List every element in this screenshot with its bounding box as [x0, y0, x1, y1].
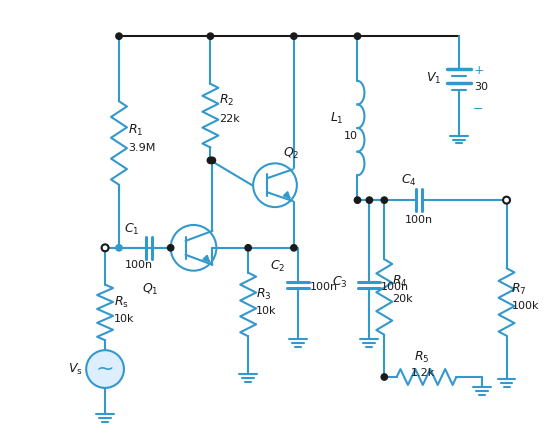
Text: $-$: $-$	[472, 102, 483, 115]
Text: $R_4$: $R_4$	[392, 274, 408, 289]
Text: 100n: 100n	[125, 260, 153, 270]
Text: $C_1$: $C_1$	[124, 222, 139, 238]
Text: 100n: 100n	[310, 282, 338, 292]
Text: $R_5$: $R_5$	[414, 349, 430, 365]
Text: $R_2$: $R_2$	[219, 93, 235, 108]
Circle shape	[207, 157, 213, 164]
Text: 20k: 20k	[392, 293, 413, 304]
Text: $Q_1$: $Q_1$	[142, 282, 158, 297]
Text: $L_1$: $L_1$	[329, 111, 343, 126]
Text: ~: ~	[96, 359, 114, 379]
Circle shape	[381, 197, 388, 203]
Circle shape	[291, 245, 297, 251]
Text: $Q_2$: $Q_2$	[283, 146, 299, 161]
Text: $V_1$: $V_1$	[426, 71, 441, 86]
Circle shape	[86, 350, 124, 388]
Text: $R_7$: $R_7$	[512, 282, 527, 297]
Text: +: +	[474, 64, 485, 77]
Text: $R_{\rm s}$: $R_{\rm s}$	[114, 295, 129, 310]
Text: $V_{\rm s}$: $V_{\rm s}$	[68, 362, 83, 377]
Text: $C_4$: $C_4$	[401, 173, 417, 188]
Circle shape	[291, 33, 297, 39]
Text: 22k: 22k	[219, 114, 240, 124]
Text: $R_1$: $R_1$	[128, 123, 144, 138]
Text: 1.2k: 1.2k	[411, 368, 436, 378]
Text: 100n: 100n	[381, 282, 409, 292]
Circle shape	[207, 33, 213, 39]
Circle shape	[116, 245, 122, 251]
Circle shape	[245, 245, 251, 251]
Circle shape	[354, 197, 361, 203]
Circle shape	[116, 33, 122, 39]
Text: 100k: 100k	[512, 301, 539, 312]
Text: 10: 10	[344, 131, 358, 140]
Circle shape	[366, 197, 372, 203]
Circle shape	[381, 374, 388, 380]
Text: 10k: 10k	[256, 306, 277, 316]
Text: $C_2$: $C_2$	[270, 259, 285, 274]
Text: $C_3$: $C_3$	[332, 275, 347, 290]
Text: $R_3$: $R_3$	[256, 287, 272, 302]
Text: 30: 30	[474, 82, 488, 92]
Text: 3.9M: 3.9M	[128, 143, 155, 154]
Circle shape	[168, 245, 174, 251]
Circle shape	[354, 33, 361, 39]
Circle shape	[209, 157, 216, 164]
Text: 10k: 10k	[114, 314, 135, 324]
Text: 100n: 100n	[405, 215, 433, 225]
